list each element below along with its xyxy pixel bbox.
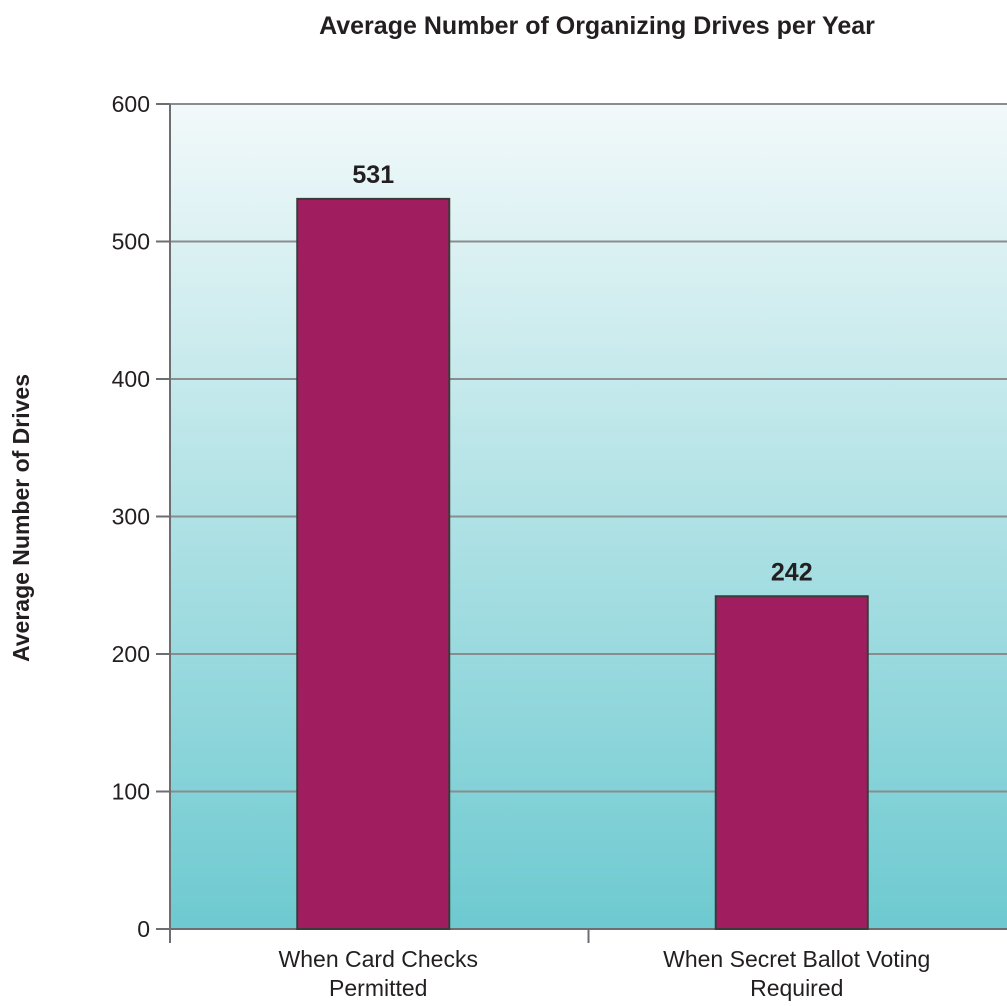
- chart-title: Average Number of Organizing Drives per …: [319, 12, 875, 40]
- y-tick-label: 0: [137, 916, 150, 942]
- y-tick-label: 600: [112, 91, 150, 117]
- y-tick-label: 300: [112, 504, 150, 530]
- y-axis-label: Average Number of Drives: [8, 374, 34, 662]
- bar: [714, 595, 869, 930]
- category-label-line: When Card Checks: [279, 946, 478, 972]
- category-label-line: When Secret Ballot Voting: [663, 946, 930, 972]
- data-labels: 531 242: [352, 161, 812, 586]
- bar-value-label: 242: [771, 558, 813, 586]
- y-tick-label: 400: [112, 366, 150, 392]
- bar: [296, 197, 451, 930]
- category-labels: When Card Checks Permitted When Secret Bal…: [279, 946, 931, 1001]
- category-label: When Card Checks Permitted: [279, 946, 478, 1001]
- category-label-line: Required: [750, 975, 843, 1001]
- y-tick-label: 200: [112, 641, 150, 667]
- bar-value-label: 531: [352, 161, 394, 189]
- y-tick-label: 500: [112, 229, 150, 255]
- category-label-line: Permitted: [329, 975, 427, 1001]
- category-label: When Secret Ballot Voting Required: [663, 946, 930, 1001]
- bars: [296, 197, 869, 930]
- y-tick-label: 100: [112, 779, 150, 805]
- tick-labels: 0 100 200 300 400 500 600: [112, 91, 150, 942]
